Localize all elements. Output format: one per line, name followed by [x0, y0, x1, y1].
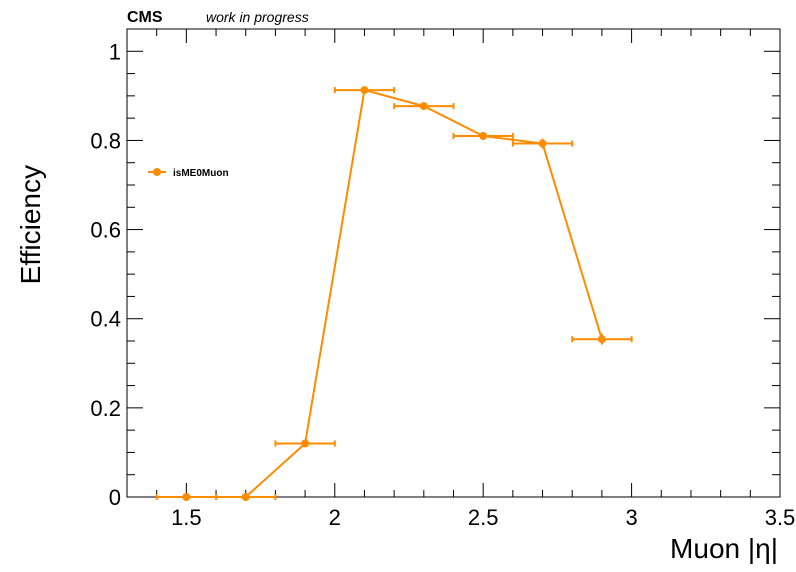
data-marker — [182, 493, 191, 501]
data-point — [393, 102, 455, 111]
data-point — [511, 138, 574, 149]
y-tick-label: 0 — [109, 485, 121, 510]
x-tick-label: 2 — [329, 505, 341, 530]
y-tick-label: 0.8 — [90, 128, 121, 153]
data-point — [274, 439, 336, 448]
x-tick-label: 3.5 — [765, 505, 796, 530]
x-tick-label: 1.5 — [171, 505, 202, 530]
data-marker — [538, 139, 547, 148]
data-marker — [360, 86, 369, 95]
y-axis-title: Efficiency — [15, 165, 46, 284]
y-axis-tick-labels: 0 0.2 0.4 0.6 0.8 1 — [90, 39, 121, 510]
series-isME0Muon — [155, 86, 633, 501]
x-tick-label: 2.5 — [468, 505, 499, 530]
data-point — [215, 493, 277, 501]
data-marker — [597, 335, 606, 344]
y-tick-label: 0.2 — [90, 396, 121, 421]
x-tick-label: 3 — [625, 505, 637, 530]
x-axis-tick-labels: 1.5 2 2.5 3 3.5 — [171, 505, 795, 530]
data-point — [155, 493, 218, 501]
status-label: work in progress — [206, 9, 309, 25]
series-line — [186, 88, 603, 498]
data-point — [333, 86, 396, 95]
x-axis-ticks — [126, 29, 781, 497]
plot-frame — [126, 28, 781, 498]
legend-marker — [153, 168, 161, 176]
data-marker — [241, 493, 250, 501]
y-tick-label: 0.6 — [90, 218, 121, 243]
experiment-label: CMS — [127, 9, 163, 26]
legend-entry-label: isME0Muon — [173, 168, 229, 179]
x-axis-title: Muon |η| — [670, 533, 778, 564]
data-marker — [419, 102, 428, 111]
data-point — [571, 333, 633, 345]
data-marker — [479, 131, 488, 140]
y-axis-ticks — [127, 28, 780, 498]
y-tick-label: 0.4 — [90, 307, 121, 332]
legend: isME0Muon — [148, 168, 229, 179]
series-layer — [155, 86, 633, 501]
data-marker — [301, 439, 310, 448]
data-point — [452, 131, 514, 140]
y-tick-label: 1 — [109, 39, 121, 64]
